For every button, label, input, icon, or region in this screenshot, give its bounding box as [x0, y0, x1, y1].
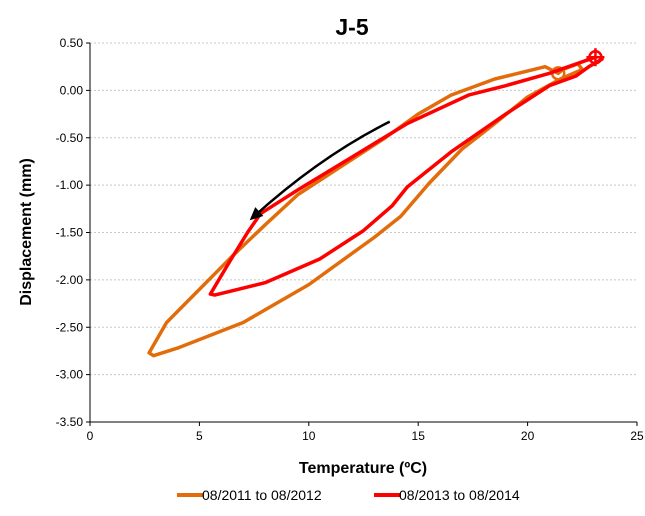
legend-label-2: 08/2013 to 08/2014: [399, 487, 520, 503]
axes-layer: 0.50 0.00 -0.50 -1.00 -1.50 -2.00 -2.50 -3.00 -3…: [56, 36, 644, 443]
trend-arrow-head: [249, 207, 264, 221]
legend: 08/2011 to 08/2012 08/2013 to 08/2014: [177, 487, 520, 503]
y-tick-label: -2.00: [56, 273, 84, 287]
x-tick-label: 10: [302, 429, 316, 443]
x-tick-label: 5: [196, 429, 203, 443]
x-tick-label: 0: [87, 429, 94, 443]
y-tick-label: -2.50: [56, 320, 84, 334]
y-tick-label: -0.50: [56, 131, 84, 145]
x-tick-label: 15: [412, 429, 426, 443]
chart-title: J-5: [335, 14, 368, 40]
trend-arrow-shaft: [251, 120, 391, 220]
y-tick-label: -1.50: [56, 226, 84, 240]
x-tick-label: 25: [630, 429, 644, 443]
x-axis-title: Temperature (ºC): [299, 460, 427, 477]
annotation-layer: [249, 120, 391, 221]
y-tick-label: -1.00: [56, 178, 84, 192]
y-tick-label: 0.00: [60, 83, 84, 97]
grid-layer: [90, 42, 637, 376]
series-line-2: [208, 55, 604, 297]
legend-label-1: 08/2011 to 08/2012: [202, 487, 322, 503]
y-axis-title: Displacement (mm): [18, 158, 35, 306]
y-tick-label: -3.00: [56, 368, 84, 382]
series-layer: [147, 48, 605, 358]
y-tick-label: 0.50: [60, 36, 84, 50]
y-tick-label: -3.50: [56, 415, 84, 429]
x-tick-label: 20: [521, 429, 535, 443]
